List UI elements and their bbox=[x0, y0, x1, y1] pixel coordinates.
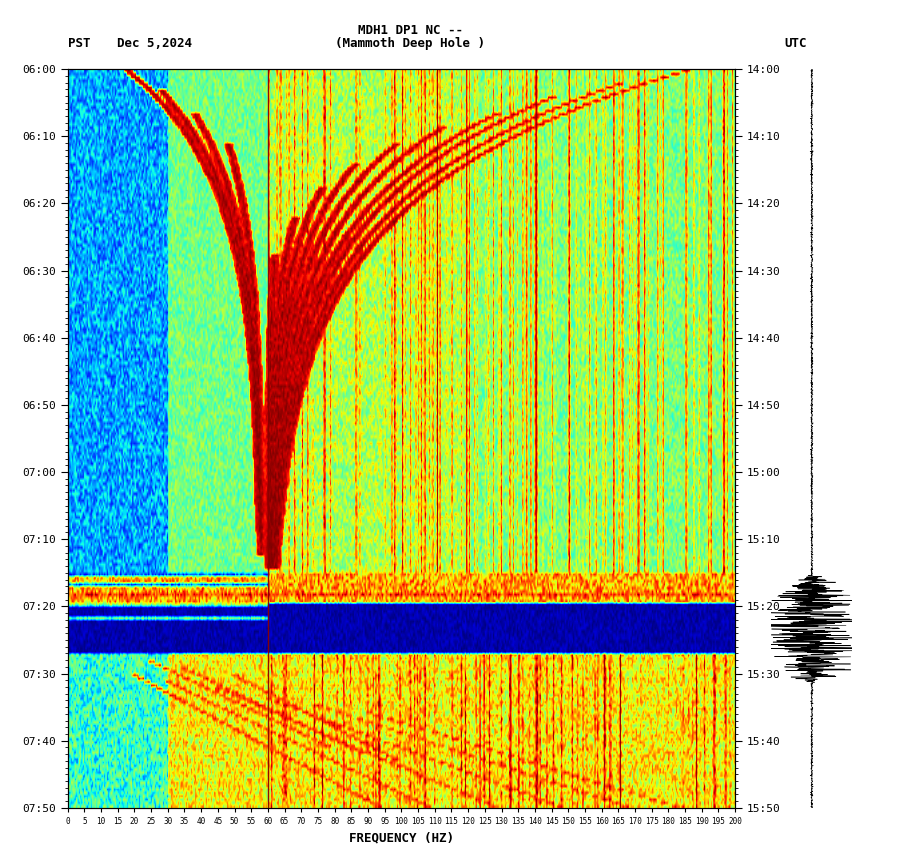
X-axis label: FREQUENCY (HZ): FREQUENCY (HZ) bbox=[349, 831, 454, 844]
Text: MDH1 DP1 NC --: MDH1 DP1 NC -- bbox=[358, 24, 463, 37]
Text: (Mammoth Deep Hole ): (Mammoth Deep Hole ) bbox=[336, 37, 485, 50]
Text: Dec 5,2024: Dec 5,2024 bbox=[117, 37, 192, 50]
Text: PST: PST bbox=[68, 37, 90, 50]
Text: UTC: UTC bbox=[785, 37, 807, 50]
